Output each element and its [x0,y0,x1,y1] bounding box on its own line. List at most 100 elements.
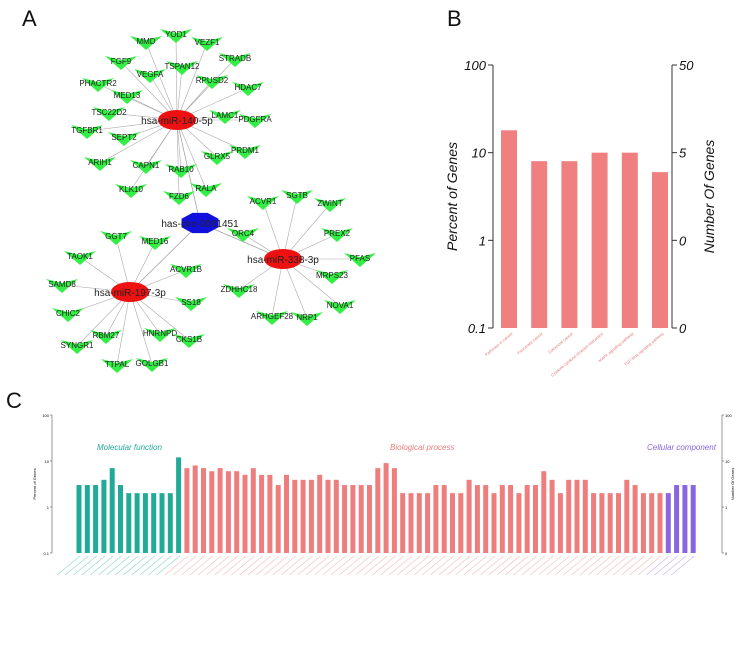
bar [333,479,339,553]
bar [501,130,517,328]
target-gene-node: TTPAL [101,359,133,373]
x-tick-label-mark [322,555,346,576]
target-gene-node: SAMD8 [46,279,78,293]
bar [591,152,608,328]
bar [441,485,447,553]
x-tick-label: Pancreatic cancer [516,331,544,356]
x-tick-label-mark [247,555,272,576]
gene-label: RBM27 [93,331,120,340]
gene-label: NRP1 [296,313,318,322]
x-tick-label-mark [156,555,180,576]
x-tick-label-mark [504,555,529,576]
v-shape-icon [61,340,93,354]
x-tick-label-mark [172,555,197,576]
gene-label: TTPAL [105,360,130,369]
x-tick-label: Cytokine-cytokine receptor interaction [550,331,604,378]
v-shape-icon [163,191,195,205]
mirna-node: hsa-miR-197-3p [94,282,166,302]
target-gene-node: MMD [130,36,162,50]
target-gene-node: PREX2 [321,228,353,242]
bar [201,468,206,553]
target-gene-node: RPUSD2 [196,75,229,89]
bar [541,471,547,553]
bar [109,468,115,553]
v-shape-icon [321,228,353,242]
panel-label-a: A [22,6,37,31]
target-gene-node: CKS1B [173,334,205,348]
ellipse-icon [158,110,196,130]
target-gene-node: PRDM1 [229,145,261,159]
edge [282,195,298,260]
x-tick-label-mark [563,555,587,576]
gene-label: SAMD8 [48,280,76,289]
gene-label: GLRX5 [204,152,231,161]
x-tick-label-mark [206,555,230,576]
bar [400,493,406,553]
x-tick-label-mark [670,555,695,576]
target-gene-node: RAB10 [165,164,197,178]
v-shape-icon [105,56,137,70]
y2-axis-title: Number Of Genes [701,140,717,254]
x-tick-label-mark [139,555,164,576]
y-axis-title: Percent of Genes [444,142,460,251]
bar [159,493,165,553]
x-tick-label-mark [297,555,321,576]
gene-label: ARHGEF28 [251,312,294,321]
x-tick-label-mark [98,555,122,576]
x-tick-label-mark [65,555,89,576]
x-tick-label-mark [529,555,554,576]
bar [76,485,82,553]
x-tick-label-mark [222,555,247,576]
x-tick-label: Colorectal cancer [547,331,575,355]
v-shape-icon [247,196,279,210]
x-tick-label-mark [546,555,570,576]
bar [599,493,605,553]
gene-label: RPUSD2 [196,76,229,85]
gene-label: TAOK1 [67,252,93,261]
edge [175,34,178,121]
hub-label: hsa-miR-140-5p [141,116,213,127]
bar [557,493,563,553]
v-shape-icon [71,125,103,139]
target-gene-node: GLRX5 [201,151,233,165]
gene-label: SEPT2 [111,133,137,142]
edge [129,222,201,293]
bar [566,479,572,553]
x-tick-label-mark [612,555,637,576]
bar [101,479,107,553]
bar [234,471,240,553]
target-gene-node: NRP1 [291,312,323,326]
gene-label: MRPS23 [316,271,349,280]
x-tick-label-mark [355,555,380,576]
x-tick-label-mark [214,555,238,576]
bar [367,485,372,553]
bar [450,493,455,553]
bar [84,485,90,553]
x-tick-label-mark [239,555,263,576]
gene-label: ZDHHC18 [221,285,258,294]
edge [176,119,201,224]
bar [342,485,348,553]
octagon-icon [181,212,219,234]
x-tick-label-mark [164,555,189,576]
bar [192,465,198,553]
hub-label: hsa-miR-338-3p [247,255,319,266]
target-gene-node: GGT7 [100,231,132,245]
bar [621,152,638,328]
edge [176,42,208,121]
x-tick-label-mark [496,555,521,576]
circrna-node: has-circ-0001451 [161,212,239,234]
gene-label: RALA [196,184,218,193]
v-shape-icon [196,75,228,89]
target-gene-node: HDAC7 [232,82,264,96]
y-tick-label: 100 [42,413,49,418]
gene-label: TGFBR1 [71,126,103,135]
y2-tick-label: 0 [679,321,687,336]
target-gene-node: RALA [190,183,222,197]
gene-label: STRADB [219,54,251,63]
bar [652,172,668,328]
hub-label: hsa-miR-197-3p [94,288,166,299]
v-shape-icon [130,36,162,50]
x-tick-label-mark [596,555,620,576]
